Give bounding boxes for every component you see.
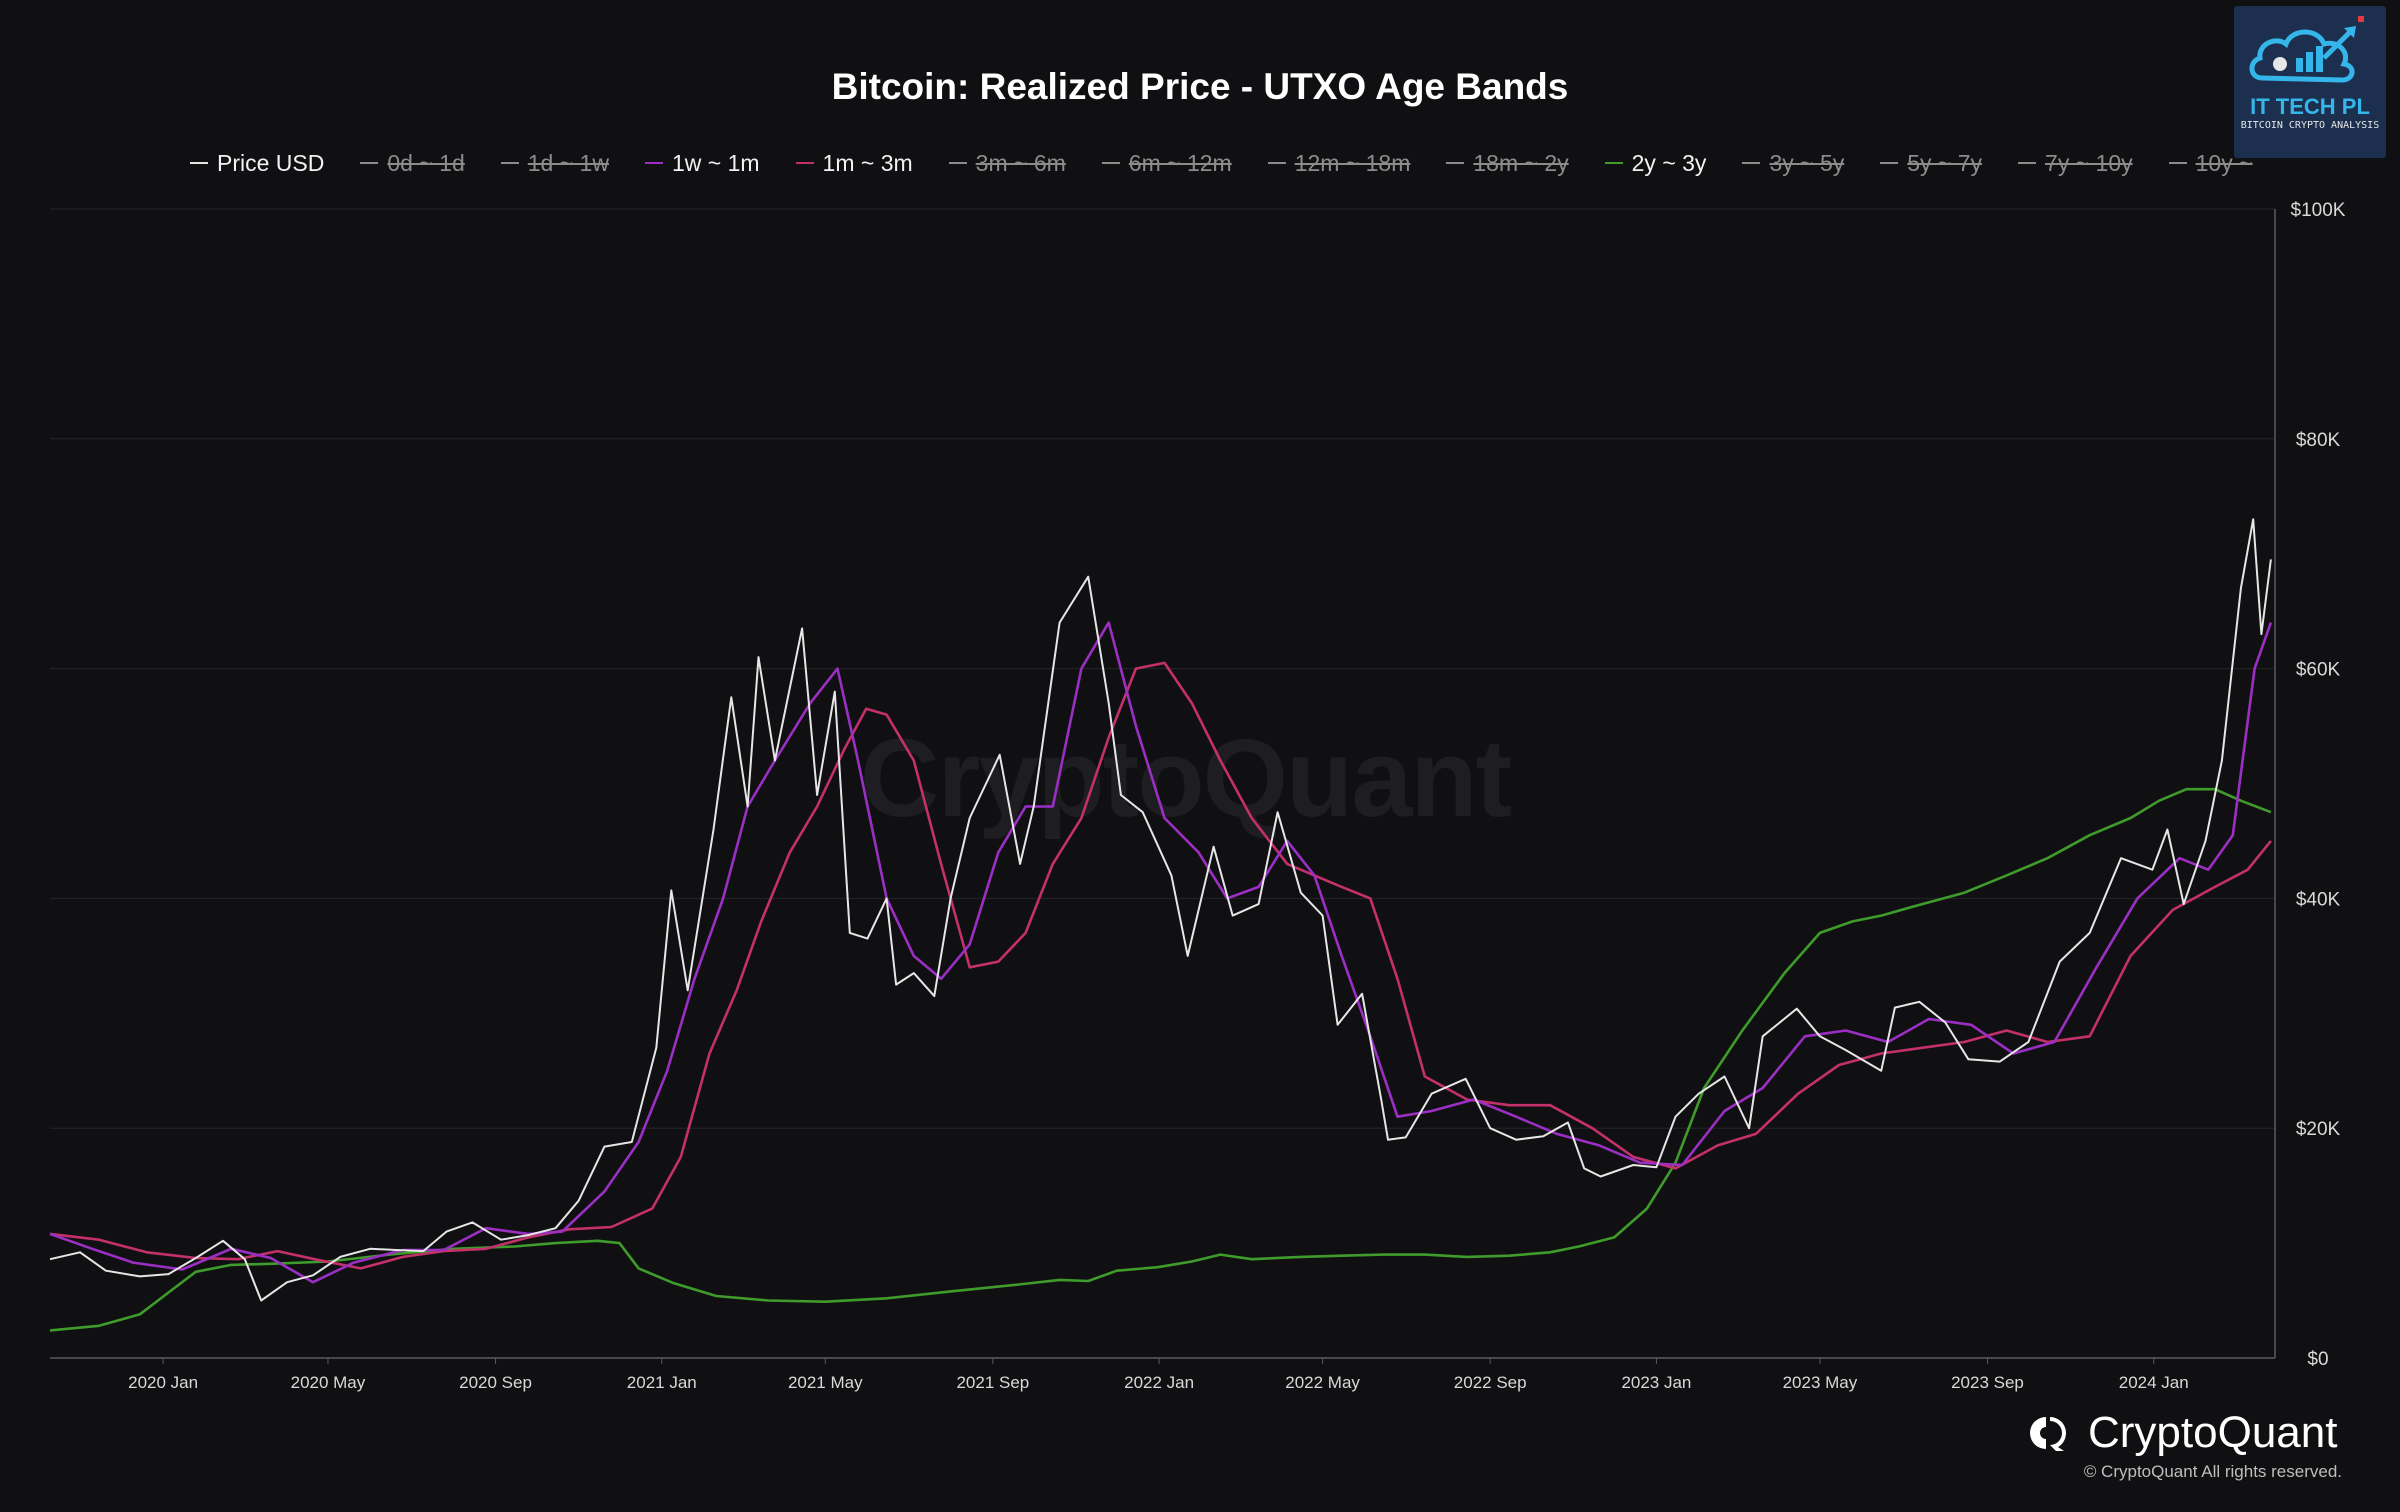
legend-label: 2y ~ 3y — [1631, 149, 1707, 176]
x-tick-label: 2022 May — [1285, 1373, 1360, 1392]
legend-label: Price USD — [217, 149, 325, 176]
cryptoquant-logo-icon — [2030, 1417, 2067, 1451]
x-tick-label: 2024 Jan — [2119, 1373, 2189, 1392]
legend-item[interactable]: 1w ~ 1m — [644, 149, 760, 177]
legend-swatch — [2168, 162, 2187, 164]
legend-item[interactable]: Price USD — [190, 150, 324, 177]
legend-item[interactable]: 3m ~ 6m — [948, 149, 1066, 177]
legend-swatch — [2018, 162, 2037, 164]
legend-swatch — [795, 162, 814, 164]
legend-item[interactable]: 3y ~ 5y — [1742, 150, 1844, 177]
legend-item[interactable]: 5y ~ 7y — [1880, 150, 1982, 177]
legend-label: 1m ~ 3m — [822, 149, 913, 176]
legend-label: 7y ~ 10y — [2045, 149, 2133, 176]
x-tick-label: 2020 Sep — [459, 1373, 532, 1392]
legend-item[interactable]: 0d ~ 1d — [360, 149, 465, 177]
legend-label: 5y ~ 7y — [1907, 149, 1983, 176]
legend-swatch — [1742, 162, 1761, 164]
copyright-text: © CryptoQuant All rights reserved. — [2083, 1462, 2342, 1481]
legend-item[interactable]: 1m ~ 3m — [795, 149, 913, 177]
legend-item[interactable]: 18m ~ 2y — [1446, 149, 1569, 177]
legend-swatch — [360, 162, 379, 164]
x-tick-label: 2020 Jan — [128, 1373, 198, 1392]
x-tick-label: 2022 Jan — [1124, 1373, 1194, 1392]
x-tick-label: 2021 May — [788, 1373, 863, 1392]
corner-logo-subtitle: BITCOIN CRYPTO ANALYSIS — [2240, 120, 2380, 131]
legend-label: 0d ~ 1d — [387, 149, 465, 176]
y-tick-label: $80K — [2296, 430, 2341, 451]
legend-swatch — [190, 162, 208, 164]
chart-legend: Price USD 0d ~ 1d 1d ~ 1w 1w ~ 1m 1m ~ 3m 3m … — [190, 145, 2289, 181]
chart-title: Bitcoin: Realized Price - UTXO Age Bands — [831, 66, 1569, 107]
legend-label: 3y ~ 5y — [1769, 149, 1845, 176]
legend-item[interactable]: 1d ~ 1w — [500, 149, 609, 177]
it-tech-pl-logo: IT TECH PL BITCOIN CRYPTO ANALYSIS — [2234, 6, 2386, 158]
legend-item[interactable]: 2y ~ 3y — [1604, 149, 1707, 177]
cloud-chart-icon — [2249, 16, 2364, 83]
y-tick-label: $60K — [2296, 660, 2341, 681]
x-tick-label: 2020 May — [291, 1373, 366, 1392]
y-tick-label: $0 — [2307, 1349, 2328, 1370]
x-tick-label: 2021 Sep — [956, 1373, 1029, 1392]
legend-swatch — [1880, 162, 1899, 164]
cryptoquant-brand: CryptoQuant — [2028, 1408, 2337, 1458]
legend-item[interactable]: 6m ~ 12m — [1101, 149, 1232, 177]
y-tick-label: $20K — [2296, 1119, 2341, 1140]
legend-item[interactable]: 12m ~ 18m — [1267, 149, 1411, 177]
x-tick-label: 2022 Sep — [1454, 1373, 1527, 1392]
x-tick-label: 2023 Sep — [1951, 1373, 2024, 1392]
y-tick-label: $100K — [2291, 200, 2346, 221]
legend-swatch — [1446, 162, 1465, 164]
x-tick-label: 2023 Jan — [1621, 1373, 1691, 1392]
legend-swatch — [948, 162, 967, 164]
x-tick-label: 2023 May — [1783, 1373, 1858, 1392]
legend-item[interactable]: 10y ~ — [2168, 150, 2253, 177]
legend-swatch — [1267, 162, 1286, 164]
legend-label: 1d ~ 1w — [527, 149, 609, 176]
legend-item[interactable]: 7y ~ 10y — [2018, 150, 2133, 177]
series-line-1m-3m — [49, 661, 2272, 1270]
series-line-2y-3y — [49, 787, 2272, 1332]
legend-label: 6m ~ 12m — [1128, 149, 1232, 176]
series-line-price-usd — [49, 518, 2272, 1302]
legend-swatch — [1604, 162, 1623, 164]
legend-label: 12m ~ 18m — [1294, 149, 1411, 176]
legend-swatch — [644, 162, 663, 164]
y-tick-label: $40K — [2296, 889, 2341, 910]
legend-label: 18m ~ 2y — [1473, 149, 1569, 176]
legend-swatch — [1101, 162, 1120, 164]
legend-label: 3m ~ 6m — [975, 149, 1066, 176]
series-line-1w-1m — [49, 621, 2273, 1284]
corner-logo-title: IT TECH PL — [2250, 94, 2370, 119]
legend-swatch — [500, 162, 519, 164]
brand-name: CryptoQuant — [2088, 1408, 2338, 1457]
legend-label: 1w ~ 1m — [671, 149, 760, 176]
x-tick-label: 2021 Jan — [627, 1373, 697, 1392]
